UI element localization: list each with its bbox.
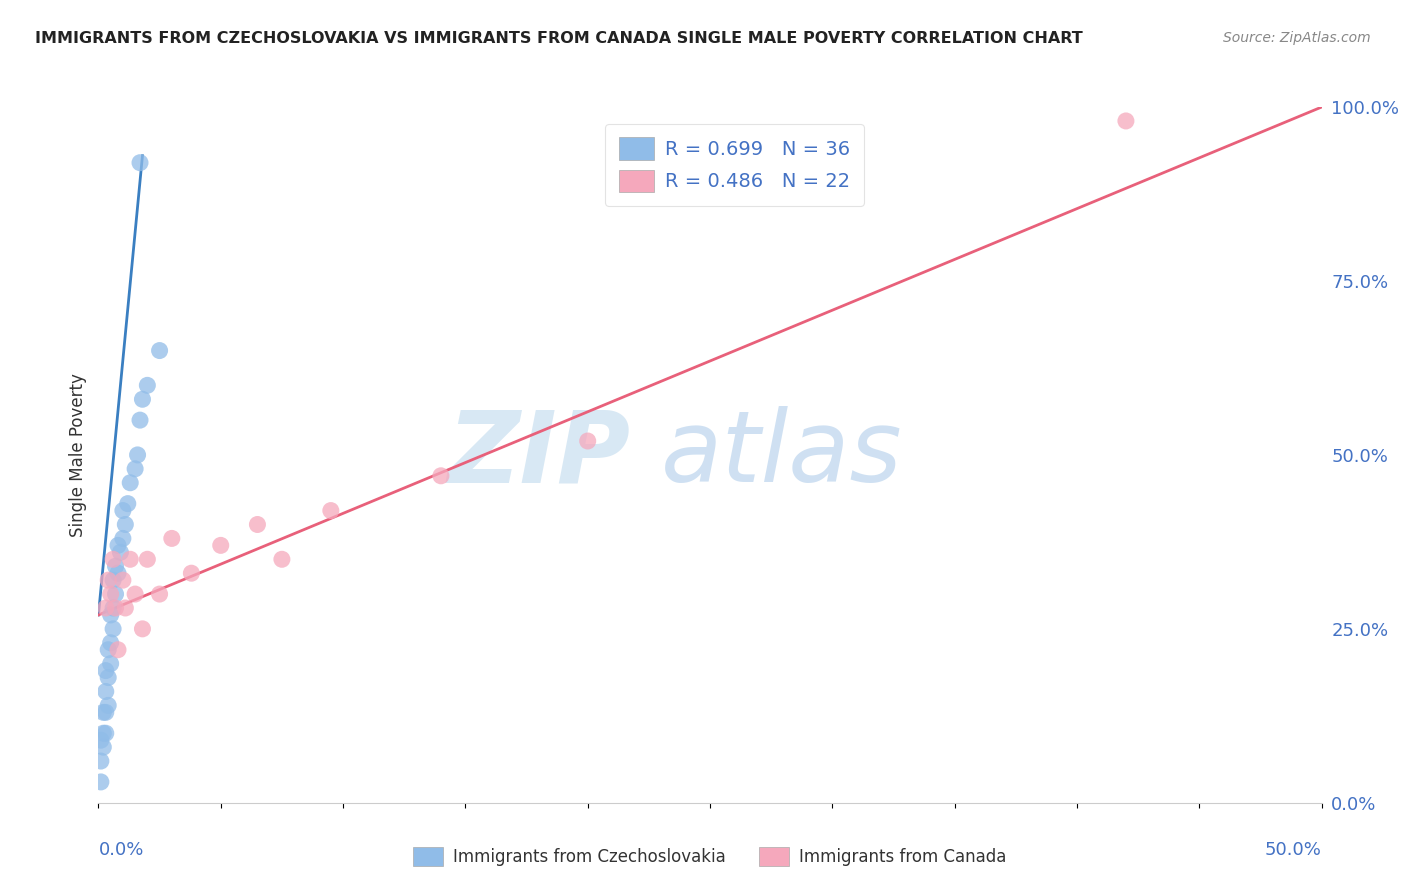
Point	[100, 657, 122, 671]
Point	[180, 566, 202, 581]
Point	[94, 726, 117, 740]
Point	[111, 503, 134, 517]
Point	[270, 552, 294, 566]
Point	[94, 684, 117, 698]
Y-axis label: Single Male Poverty: Single Male Poverty	[69, 373, 87, 537]
Point	[94, 706, 117, 720]
Point	[104, 601, 127, 615]
Point	[117, 497, 139, 511]
Point	[97, 642, 120, 657]
Point	[101, 601, 124, 615]
Point	[91, 740, 114, 755]
Point	[91, 706, 114, 720]
Point	[107, 566, 129, 581]
Point	[104, 587, 127, 601]
Point	[136, 552, 159, 566]
Point	[127, 448, 149, 462]
Point	[97, 698, 120, 713]
Point	[111, 573, 134, 587]
Point	[131, 392, 153, 407]
Point	[124, 587, 146, 601]
Point	[107, 538, 129, 552]
Point	[319, 503, 342, 517]
Point	[246, 517, 269, 532]
Text: 0.0%: 0.0%	[98, 841, 143, 859]
Point	[136, 378, 159, 392]
Text: 50.0%: 50.0%	[1265, 841, 1322, 859]
Text: ZIP: ZIP	[447, 407, 630, 503]
Point	[90, 754, 112, 768]
Point	[100, 587, 122, 601]
Point	[131, 622, 153, 636]
Point	[149, 343, 172, 358]
Text: IMMIGRANTS FROM CZECHOSLOVAKIA VS IMMIGRANTS FROM CANADA SINGLE MALE POVERTY COR: IMMIGRANTS FROM CZECHOSLOVAKIA VS IMMIGR…	[35, 31, 1083, 46]
Point	[124, 462, 146, 476]
Text: atlas: atlas	[661, 407, 903, 503]
Point	[114, 601, 136, 615]
Point	[1115, 114, 1137, 128]
Point	[576, 434, 599, 448]
Point	[100, 607, 122, 622]
Point	[90, 775, 112, 789]
Point	[91, 726, 114, 740]
Point	[100, 636, 122, 650]
Point	[101, 622, 124, 636]
Point	[101, 552, 124, 566]
Point	[94, 601, 117, 615]
Point	[120, 475, 142, 490]
Point	[97, 573, 120, 587]
Text: Source: ZipAtlas.com: Source: ZipAtlas.com	[1223, 31, 1371, 45]
Point	[94, 664, 117, 678]
Point	[111, 532, 134, 546]
Point	[209, 538, 232, 552]
Point	[120, 552, 142, 566]
Legend: Immigrants from Czechoslovakia, Immigrants from Canada: Immigrants from Czechoslovakia, Immigran…	[405, 838, 1015, 874]
Point	[110, 545, 132, 559]
Point	[90, 733, 112, 747]
Point	[149, 587, 172, 601]
Point	[129, 155, 152, 169]
Point	[160, 532, 183, 546]
Point	[107, 642, 129, 657]
Point	[101, 573, 124, 587]
Point	[97, 671, 120, 685]
Point	[430, 468, 453, 483]
Point	[104, 559, 127, 574]
Point	[129, 413, 152, 427]
Point	[114, 517, 136, 532]
